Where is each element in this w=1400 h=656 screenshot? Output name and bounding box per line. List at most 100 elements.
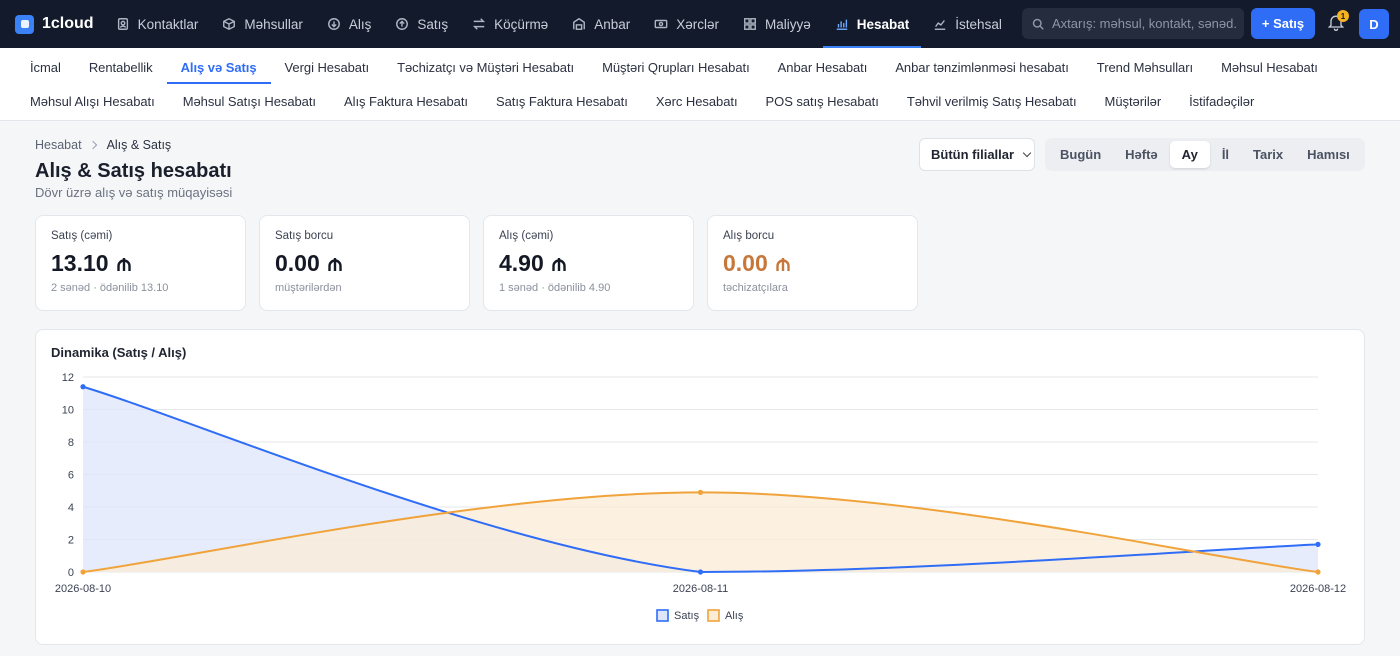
branch-select[interactable]: Bütün filiallar — [919, 138, 1035, 171]
series-point-1 — [80, 569, 86, 575]
report-tab[interactable]: Anbar tənzimlənməsi hesabatı — [895, 59, 1069, 75]
stat-card-value: 0.00 — [275, 250, 343, 277]
dynamics-chart-panel: 0 2 4 6 8 10 12 2026-08-10 2026-08-11 2026-08-12 S… — [35, 329, 1365, 645]
nav-item-label: Hesabat — [856, 16, 910, 32]
report-tab[interactable]: Müştərilər — [1104, 93, 1162, 109]
series-point-0 — [80, 384, 86, 390]
nav-item-6[interactable]: Xərclər — [642, 0, 731, 48]
grid-icon — [744, 18, 756, 30]
report-tab[interactable]: POS satış Hesabatı — [765, 93, 879, 109]
period-option[interactable]: Ay — [1169, 141, 1210, 168]
nav-item-3[interactable]: Satış — [383, 0, 460, 48]
report-tab[interactable]: Alış və Satış — [166, 50, 271, 84]
nav-item-2[interactable]: Alış — [315, 0, 384, 48]
report-tab[interactable]: İcmal — [30, 59, 61, 75]
stat-card-subtext: 1 sənəd · ödənilib 4.90 — [499, 282, 611, 294]
report-tabs-row-2: Məhsul Alışı Hesabatı Məhsul Satışı Hesab… — [16, 84, 1268, 118]
download-circle-icon — [327, 18, 340, 30]
search-input[interactable] — [1052, 16, 1237, 31]
stat-card-subtext: 2 sənəd · ödənilib 13.10 — [51, 282, 169, 294]
report-tab[interactable]: Trend Məhsulları — [1096, 59, 1194, 75]
user-avatar[interactable]: D — [1359, 9, 1389, 39]
report-tab[interactable]: Müştəri Qrupları Hesabatı — [602, 59, 750, 75]
nav-item-0[interactable]: Kontaktlar — [104, 0, 211, 48]
chevron-right-icon — [88, 140, 97, 150]
series-point-1 — [697, 489, 704, 495]
nav-item-1[interactable]: Məhsullar — [210, 0, 315, 48]
branch-select-value: Bütün filiallar — [931, 147, 1015, 162]
legend-swatch-1 — [707, 609, 720, 622]
report-tab[interactable]: Məhsul Hesabatı — [1221, 59, 1318, 75]
period-selector: Bugün Həftə Ay İl Tarix Hamısı — [1045, 138, 1365, 171]
warehouse-icon — [573, 17, 586, 30]
period-option[interactable]: Bugün — [1060, 147, 1102, 162]
new-sale-button[interactable]: + Satış — [1251, 8, 1315, 39]
nav-item-8[interactable]: Hesabat — [822, 0, 922, 48]
breadcrumb-current: Alış & Satış — [106, 138, 172, 152]
report-tab[interactable]: Məhsul Satışı Hesabatı — [182, 93, 316, 109]
y-tick-label: 8 — [68, 437, 74, 449]
nav-item-9[interactable]: İstehsal — [921, 0, 1014, 48]
report-tab[interactable]: Vergi Hesabatı — [284, 59, 370, 75]
report-tab[interactable]: Təchizatçı və Müştəri Hesabatı — [397, 59, 575, 75]
breadcrumb: Hesabat Alış & Satış — [35, 138, 171, 152]
dynamics-chart: 0 2 4 6 8 10 12 2026-08-10 2026-08-11 2026-08-12 S… — [55, 372, 1346, 622]
stat-card: Satış (cəmi) 13.10 2 sənəd · ödənilib 13.1… — [35, 215, 246, 311]
period-option[interactable]: İl — [1221, 147, 1230, 162]
nav-item-label: Köçürmə — [494, 16, 549, 32]
top-navbar: 1cloud Kontaktlar Məhsullar Alış Satış Köçür… — [0, 0, 1400, 48]
legend-label-0: Satış — [674, 610, 700, 622]
search-icon — [1032, 18, 1044, 30]
report-tab[interactable]: Satış Faktura Hesabatı — [495, 93, 628, 109]
stat-card-label: Alış (cəmi) — [499, 230, 554, 242]
transfer-icon — [473, 18, 486, 30]
chart-title: Dinamika (Satış / Alış) — [51, 345, 187, 360]
nav-item-label: Alış — [348, 16, 372, 32]
nav-item-label: Xərclər — [676, 16, 719, 32]
nav-item-label: Kontaktlar — [137, 16, 199, 32]
report-tab[interactable]: Alış Faktura Hesabatı — [344, 93, 468, 109]
stat-card-value: 13.10 — [51, 250, 132, 277]
series-point-0 — [1315, 541, 1321, 547]
nav-item-7[interactable]: Maliyyə — [731, 0, 823, 48]
notifications-button[interactable]: 1 — [1326, 10, 1349, 34]
main-nav: Kontaktlar Məhsullar Alış Satış Köçürmə Anbar… — [104, 0, 1014, 48]
contacts-icon — [117, 18, 128, 30]
stat-card-subtext: müştərilərdən — [275, 282, 342, 294]
stat-card-value: 4.90 — [499, 250, 567, 277]
report-tab[interactable]: Məhsul Alışı Hesabatı — [30, 93, 155, 109]
box-icon — [223, 17, 236, 31]
brand[interactable]: 1cloud — [15, 14, 94, 34]
report-tab[interactable]: Rentabellik — [88, 59, 153, 75]
y-tick-label: 6 — [68, 470, 74, 482]
period-option[interactable]: Hamısı — [1307, 147, 1350, 162]
stat-card: Alış borcu 0.00 təchizatçılara — [707, 215, 918, 311]
nav-item-5[interactable]: Anbar — [560, 0, 642, 48]
y-tick-label: 0 — [68, 567, 74, 579]
breadcrumb-hesabat[interactable]: Hesabat — [35, 138, 82, 152]
report-tab[interactable]: İstifadəçilər — [1189, 93, 1255, 109]
stat-card-subtext: təchizatçılara — [723, 282, 788, 294]
bar-chart-icon — [836, 19, 848, 30]
chevron-down-icon — [1022, 148, 1032, 158]
x-tick-label: 2026-08-12 — [1290, 583, 1346, 595]
nav-item-4[interactable]: Köçürmə — [460, 0, 560, 48]
manat-icon — [116, 257, 131, 271]
y-tick-label: 12 — [62, 372, 74, 384]
stat-card-amount: 0.00 — [723, 250, 768, 276]
nav-item-label: Maliyyə — [765, 16, 811, 32]
report-tab[interactable]: Anbar Hesabatı — [777, 59, 868, 75]
period-option[interactable]: Tarix — [1253, 147, 1284, 162]
notification-badge: 1 — [1337, 10, 1349, 22]
y-tick-label: 2 — [68, 535, 74, 547]
y-tick-label: 4 — [68, 502, 74, 514]
nav-item-label: Satış — [417, 16, 449, 32]
stat-card-amount: 0.00 — [275, 250, 320, 276]
global-search[interactable] — [1022, 8, 1244, 39]
report-tab[interactable]: Təhvil verilmiş Satış Hesabatı — [906, 93, 1077, 109]
period-option[interactable]: Həftə — [1125, 147, 1158, 162]
y-tick-label: 10 — [62, 405, 74, 417]
report-tab[interactable]: Xərc Hesabatı — [655, 93, 738, 109]
brand-name: 1cloud — [42, 15, 94, 32]
page-title: Alış & Satış hesabatı — [35, 160, 232, 182]
